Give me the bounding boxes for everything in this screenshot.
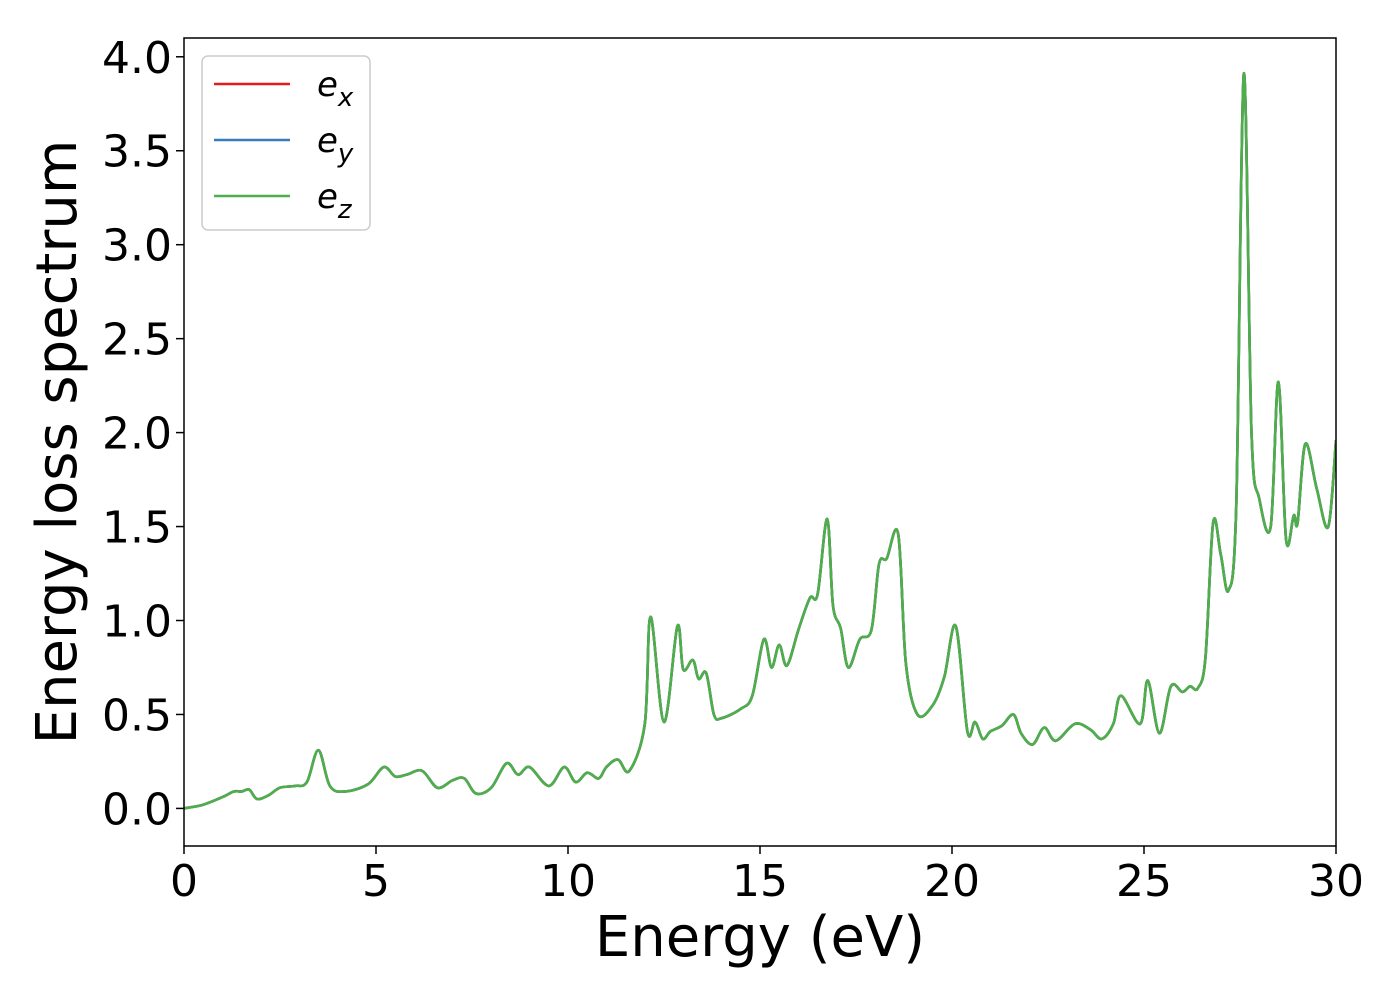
x-tick-label: 15 (732, 856, 788, 907)
y-tick-label: 1.0 (102, 597, 172, 648)
y-tick-label: 2.5 (102, 315, 172, 366)
legend-label: ex (317, 65, 354, 113)
y-axis-ticks: 0.0 0.5 1.0 1.5 2.0 2.5 3.0 3.5 4.0 (102, 33, 184, 835)
y-tick-label: 1.5 (102, 503, 172, 554)
y-axis-title: Energy loss spectrum (25, 140, 90, 745)
y-tick-label: 2.0 (102, 409, 172, 460)
legend-label-base: e (317, 177, 338, 217)
x-axis-ticks: 0 5 10 15 20 25 30 (170, 846, 1364, 907)
series-line-ez (184, 72, 1336, 810)
x-tick-label: 25 (1116, 856, 1172, 907)
x-tick-label: 20 (924, 856, 980, 907)
y-tick-label: 4.0 (102, 33, 172, 84)
legend-label-base: e (317, 65, 338, 105)
x-tick-label: 30 (1308, 856, 1364, 907)
legend-box (201, 55, 371, 231)
x-tick-label: 0 (170, 856, 198, 907)
x-tick-label: 5 (362, 856, 390, 907)
legend-label-subscript: y (337, 139, 354, 169)
legend-label-subscript: x (337, 83, 354, 113)
y-tick-label: 0.0 (102, 784, 172, 835)
y-tick-label: 3.5 (102, 127, 172, 178)
legend-label-subscript: z (337, 195, 353, 225)
legend-label-base: e (317, 121, 338, 161)
legend-label: ey (317, 121, 354, 169)
x-axis-title: Energy (eV) (595, 905, 925, 970)
legend-label: ez (317, 177, 353, 225)
y-tick-label: 0.5 (102, 690, 172, 741)
x-tick-label: 10 (540, 856, 596, 907)
plot-area (183, 37, 1337, 847)
y-tick-label: 3.0 (102, 221, 172, 272)
series-layer (184, 72, 1336, 810)
